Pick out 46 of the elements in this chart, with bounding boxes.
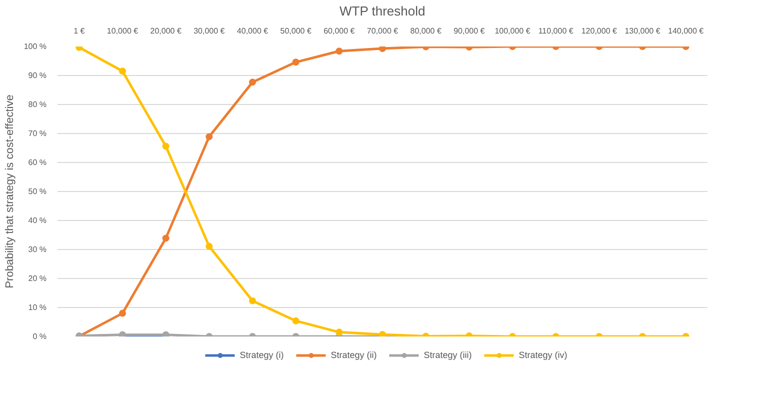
legend-label: Strategy (i) (240, 350, 284, 360)
y-tick-label: 40 % (28, 216, 46, 225)
x-tick-label: 60,000 € (324, 26, 356, 36)
point (119, 310, 126, 317)
x-tick-label: 100,000 € (494, 26, 531, 36)
y-tick-label: 20 % (28, 274, 46, 283)
point (292, 58, 300, 66)
x-tick-label: 90,000 € (454, 26, 486, 36)
y-tick-label: 60 % (28, 158, 46, 167)
point (119, 68, 126, 75)
y-tick-label: 90 % (28, 71, 46, 80)
x-tick-label: 120,000 € (581, 26, 618, 36)
point (249, 297, 256, 304)
point (206, 242, 213, 250)
point (206, 133, 213, 140)
point (249, 78, 256, 86)
legend-label: Strategy (iv) (518, 350, 568, 360)
x-axis-title: WTP threshold (340, 4, 426, 18)
legend-label: Strategy (ii) (330, 350, 377, 360)
x-tick-label: 50,000 € (280, 26, 312, 36)
x-tick-label: 10,000 € (106, 26, 139, 36)
x-tick-label: 1 € (74, 26, 86, 36)
point (379, 330, 386, 336)
point (162, 234, 170, 242)
x-tick-label: 40,000 € (236, 26, 269, 36)
x-tick-label: 130,000 € (624, 26, 661, 36)
x-tick-label: 80,000 € (410, 26, 442, 36)
y-tick-label: 70 % (28, 129, 46, 138)
y-tick-label: 80 % (28, 100, 46, 109)
y-tick-label: 30 % (28, 245, 46, 254)
x-tick-label: 140,000 € (668, 26, 704, 36)
point (336, 48, 343, 55)
y-axis-title: Probability that strategy is cost-effective (4, 94, 16, 288)
x-tick-label: 20,000 € (150, 26, 182, 36)
point (162, 142, 170, 150)
x-tick-label: 70,000 € (366, 26, 399, 36)
point (336, 328, 343, 336)
x-tick-label: 110,000 € (538, 26, 574, 36)
y-tick-label: 100 % (24, 42, 47, 51)
legend-label: Strategy (iii) (424, 350, 472, 360)
y-tick-label: 50 % (28, 187, 46, 196)
x-tick-label: 30,000 € (194, 26, 226, 36)
y-tick-label: 10 % (28, 303, 46, 312)
point (292, 317, 300, 324)
point (379, 46, 386, 52)
y-tick-label: 0 % (32, 332, 47, 341)
